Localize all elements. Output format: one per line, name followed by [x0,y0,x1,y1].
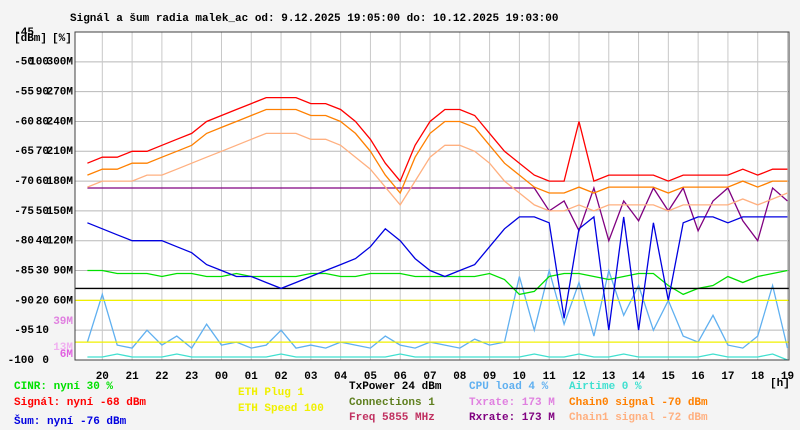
legend-entry: Freq 5855 MHz [349,412,435,424]
y-tick-label: -95 [14,325,34,337]
legend-entry: TxPower 24 dBm [349,381,442,393]
legend-entry: Chain0 signal -70 dBm [569,397,708,409]
legend-entry: CINR: nyní 30 % [14,381,113,393]
legend-entry: Connections 1 [349,397,435,409]
legend-entry: Rxrate: 173 M [469,412,555,424]
legend-entry: Txrate: 173 M [469,397,555,409]
x-tick-label: 02 [274,371,287,383]
x-tick-label: 23 [185,371,199,383]
series-line [87,353,788,361]
y2-axis-label: [%] [52,33,72,45]
y2-tick-label: 80 [36,116,49,128]
series-line [87,185,788,243]
rate-mark-label: 39M [53,316,73,328]
series-line [87,132,788,212]
y-axis-label: [dBm] [14,33,47,45]
y3-tick-label: 150M [47,206,74,218]
y3-tick-label: 240M [47,116,74,128]
y-tick-label: -85 [14,265,34,277]
series-line [86,267,789,350]
legend-entry: Airtime 0 % [569,381,642,393]
y-tick-label: -55 [14,87,34,99]
rate-mark-label: 6M [60,349,74,361]
legend-entry: Šum: nyní -76 dBm [14,414,127,428]
rate-mark-label: 13M [53,342,73,354]
y-tick-label: -70 [14,176,34,188]
y3-tick-label: 270M [47,87,74,99]
y2-tick-label: 70 [36,146,49,158]
x-tick-label: 12 [572,371,585,383]
y-tick-label: -75 [14,206,34,218]
legend-entry: Signál: nyní -68 dBm [14,397,146,409]
x-axis-label: [h] [770,378,790,390]
x-tick-label: 18 [751,371,765,383]
series-line [87,96,788,183]
x-tick-label: 08 [453,371,467,383]
x-tick-label: 13 [602,371,616,383]
chart-title: Signál a šum radia malek_ac od: 9.12.202… [70,13,558,25]
x-tick-label: 21 [125,371,139,383]
y-tick-label: -45 [14,27,34,39]
x-tick-label: 10 [513,371,526,383]
y-tick-label: -50 [14,57,34,69]
x-tick-label: 07 [423,371,436,383]
y2-tick-label: 60 [36,176,49,188]
legend-entry: CPU load 4 % [469,381,549,393]
x-tick-label: 00 [215,371,228,383]
y-tick-label: -60 [14,116,34,128]
y3-tick-label: 210M [47,146,74,158]
x-tick-label: 01 [245,371,259,383]
x-tick-label: 05 [364,371,378,383]
legend-entry: Chain1 signal -72 dBm [569,412,708,424]
y-tick-label: -90 [14,295,34,307]
y3-tick-label: 180M [47,176,74,188]
x-tick-label: 19 [781,371,794,383]
x-tick-label: 14 [632,371,646,383]
y-tick-label: -65 [14,146,34,158]
x-tick-label: 04 [334,371,348,383]
plot-border [74,31,790,361]
legend-entry: ETH Plug 1 [238,387,304,399]
x-tick-label: 20 [96,371,109,383]
y2-tick-label: 40 [36,236,49,248]
x-tick-label: 06 [394,371,407,383]
y2-tick-label: 50 [36,206,49,218]
y3-tick-label: 120M [47,236,74,248]
y-tick-label: -100 [8,355,34,367]
plot-area [75,32,789,360]
y3-tick-label: 60M [53,295,73,307]
y3-tick-label: 300M [47,57,74,69]
x-tick-label: 22 [155,371,168,383]
x-tick-label: 03 [304,371,318,383]
y2-tick-label: 10 [36,325,49,337]
series-line [87,215,788,331]
x-tick-label: 16 [692,371,705,383]
y2-tick-label: 0 [42,355,49,367]
y2-tick-label: 20 [36,295,49,307]
series-line [87,108,788,195]
x-tick-label: 09 [483,371,496,383]
y2-tick-label: 90 [36,87,49,99]
x-tick-label: 15 [662,371,676,383]
x-tick-label: 17 [721,371,734,383]
y-tick-label: -80 [14,236,34,248]
y3-tick-label: 90M [53,265,73,277]
x-tick-label: 11 [543,371,557,383]
y2-tick-label: 100 [29,57,49,69]
y2-tick-label: 30 [36,265,49,277]
legend-entry: ETH Speed 100 [238,403,324,415]
